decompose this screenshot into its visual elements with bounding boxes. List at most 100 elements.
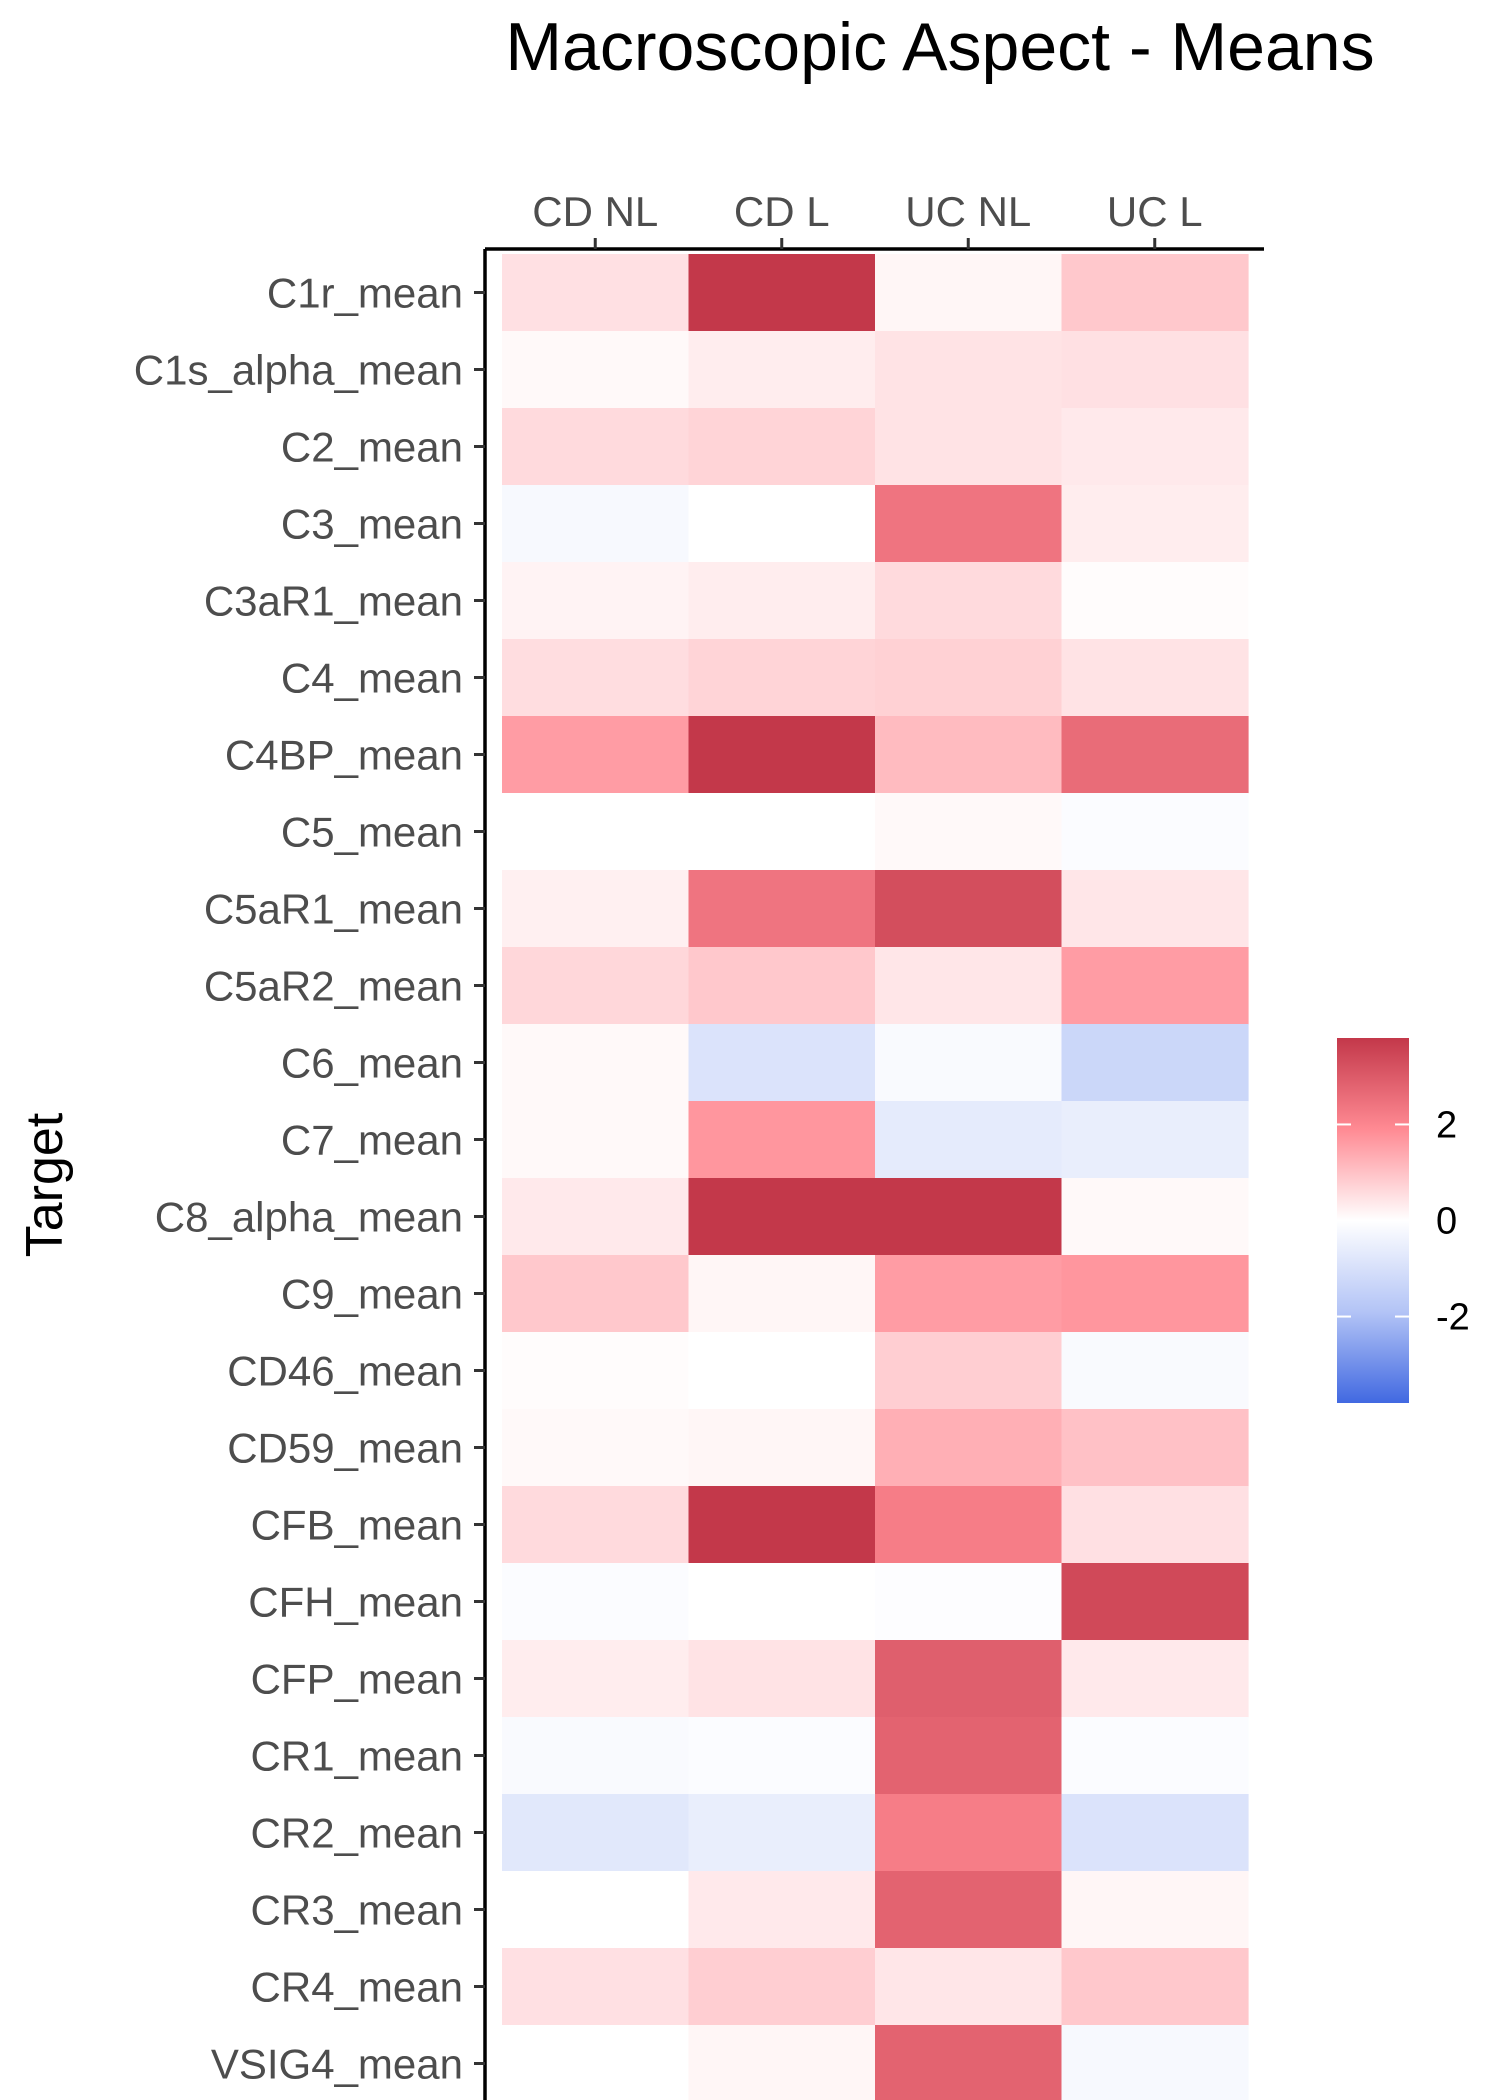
- row-label: C7_mean: [281, 1117, 463, 1164]
- heatmap-cell: [502, 1178, 690, 1256]
- row-label: C6_mean: [281, 1040, 463, 1087]
- heatmap-cell: [502, 1486, 690, 1564]
- heatmap-cell: [502, 2025, 690, 2100]
- heatmap-cell: [688, 1563, 876, 1641]
- heatmap-cell: [688, 1871, 876, 1949]
- heatmap-cell: [875, 793, 1063, 871]
- heatmap-cell: [875, 485, 1063, 563]
- heatmap-cell: [688, 1794, 876, 1872]
- heatmap-cell: [688, 254, 876, 332]
- heatmap-cell: [1061, 485, 1249, 563]
- heatmap-cell: [875, 716, 1063, 794]
- heatmap-cell: [502, 947, 690, 1025]
- heatmap-cell: [1061, 1255, 1249, 1333]
- heatmap-cell: [688, 793, 876, 871]
- heatmap-cell: [502, 1563, 690, 1641]
- heatmap-cell: [502, 1024, 690, 1102]
- heatmap-cell: [502, 1794, 690, 1872]
- heatmap-cell: [875, 1563, 1063, 1641]
- heatmap-cell: [502, 1332, 690, 1410]
- heatmap-cell: [502, 870, 690, 948]
- heatmap-cell: [875, 2025, 1063, 2100]
- heatmap-cell: [502, 331, 690, 409]
- row-label: CR3_mean: [251, 1887, 463, 1934]
- row-label: CD46_mean: [227, 1348, 463, 1395]
- heatmap-cell: [875, 1717, 1063, 1795]
- heatmap-cell: [875, 1024, 1063, 1102]
- row-label: C3aR1_mean: [204, 578, 463, 625]
- heatmap-cell: [1061, 1948, 1249, 2026]
- heatmap-cells: [502, 254, 1249, 2100]
- heatmap-cell: [875, 1409, 1063, 1487]
- heatmap-cell: [688, 1024, 876, 1102]
- heatmap-cell: [1061, 1409, 1249, 1487]
- heatmap-cell: [688, 485, 876, 563]
- heatmap-cell: [875, 1871, 1063, 1949]
- column-label: UC L: [1107, 188, 1203, 235]
- row-label: C4BP_mean: [225, 732, 463, 779]
- heatmap-cell: [688, 1948, 876, 2026]
- heatmap-cell: [502, 1948, 690, 2026]
- heatmap-cell: [688, 1255, 876, 1333]
- row-label: C1r_mean: [267, 270, 463, 317]
- legend-label: 0: [1436, 1201, 1457, 1243]
- row-label: C1s_alpha_mean: [134, 347, 463, 394]
- column-label: CD L: [734, 188, 830, 235]
- row-label: C8_alpha_mean: [155, 1194, 463, 1241]
- heatmap-cell: [688, 716, 876, 794]
- heatmap-cell: [1061, 1024, 1249, 1102]
- row-label: VSIG4_mean: [211, 2041, 463, 2088]
- heatmap-cell: [1061, 331, 1249, 409]
- heatmap-cell: [1061, 1486, 1249, 1564]
- heatmap-cell: [875, 1178, 1063, 1256]
- row-label: CR4_mean: [251, 1964, 463, 2011]
- heatmap-cell: [1061, 947, 1249, 1025]
- heatmap-cell: [502, 485, 690, 563]
- row-label: CR2_mean: [251, 1810, 463, 1857]
- color-legend: 2 0 -2: [1337, 1038, 1470, 1403]
- row-label: C9_mean: [281, 1271, 463, 1318]
- y-axis-title: Target: [16, 1112, 74, 1257]
- heatmap-cell: [688, 1486, 876, 1564]
- heatmap-cell: [688, 562, 876, 640]
- column-axis: CD NL CD L UC NL UC L: [485, 188, 1264, 251]
- heatmap-cell: [875, 331, 1063, 409]
- column-label: UC NL: [905, 188, 1031, 235]
- heatmap-cell: [875, 1794, 1063, 1872]
- heatmap-cell: [1061, 408, 1249, 486]
- heatmap-cell: [875, 408, 1063, 486]
- heatmap-cell: [875, 562, 1063, 640]
- heatmap-cell: [688, 1178, 876, 1256]
- row-label: C5aR1_mean: [204, 886, 463, 933]
- heatmap-cell: [1061, 1640, 1249, 1718]
- row-label: C5aR2_mean: [204, 963, 463, 1010]
- heatmap-cell: [875, 1101, 1063, 1179]
- heatmap-cell: [688, 331, 876, 409]
- heatmap-cell: [502, 793, 690, 871]
- heatmap-cell: [1061, 870, 1249, 948]
- heatmap-cell: [688, 1332, 876, 1410]
- heatmap-cell: [1061, 1871, 1249, 1949]
- row-label: CFB_mean: [251, 1502, 463, 1549]
- heatmap-cell: [1061, 1101, 1249, 1179]
- heatmap-cell: [1061, 1794, 1249, 1872]
- heatmap-cell: [875, 254, 1063, 332]
- heatmap-cell: [688, 1717, 876, 1795]
- heatmap-cell: [1061, 639, 1249, 717]
- heatmap-cell: [502, 254, 690, 332]
- heatmap-cell: [1061, 254, 1249, 332]
- heatmap-cell: [502, 1255, 690, 1333]
- heatmap-cell: [688, 639, 876, 717]
- heatmap-cell: [875, 870, 1063, 948]
- row-label: C2_mean: [281, 424, 463, 471]
- row-label: C5_mean: [281, 809, 463, 856]
- heatmap-cell: [875, 639, 1063, 717]
- heatmap-cell: [875, 947, 1063, 1025]
- heatmap-cell: [1061, 1563, 1249, 1641]
- column-label: CD NL: [532, 188, 658, 235]
- heatmap-cell: [502, 1101, 690, 1179]
- row-label: CR1_mean: [251, 1733, 463, 1780]
- heatmap-cell: [688, 1409, 876, 1487]
- heatmap-cell: [1061, 2025, 1249, 2100]
